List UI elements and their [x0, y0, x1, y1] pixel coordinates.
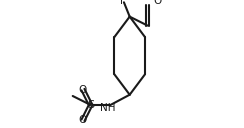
- Text: F: F: [120, 0, 126, 6]
- Text: O: O: [79, 85, 87, 95]
- Text: O: O: [79, 115, 87, 125]
- Text: S: S: [87, 100, 94, 110]
- Text: O: O: [154, 0, 162, 6]
- Text: NH: NH: [100, 103, 115, 113]
